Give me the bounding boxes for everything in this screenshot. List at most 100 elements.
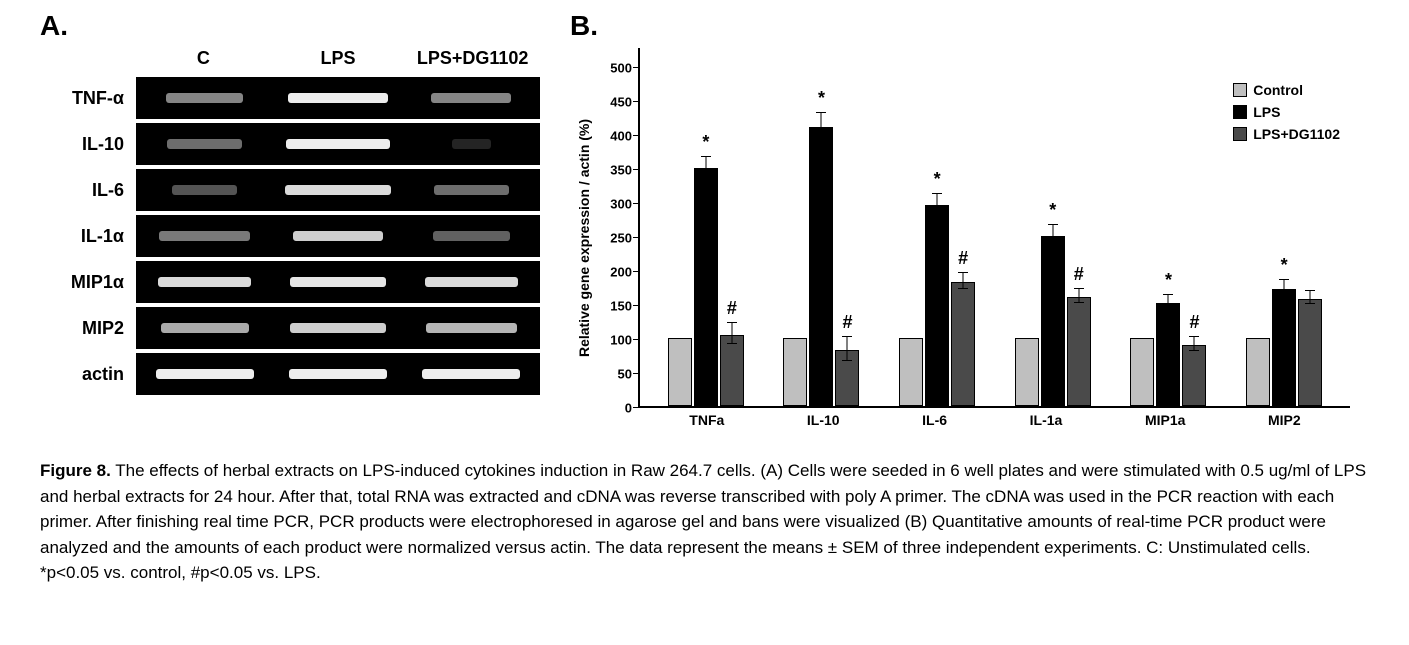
gel-band xyxy=(431,93,511,103)
x-tick-label: MIP1a xyxy=(1145,412,1185,428)
gel-band xyxy=(426,323,517,333)
figure-number: Figure 8. xyxy=(40,461,111,480)
error-bar xyxy=(963,273,964,281)
legend-swatch xyxy=(1233,83,1247,97)
error-cap xyxy=(701,176,711,177)
bar: # xyxy=(835,350,859,406)
gel-band xyxy=(158,277,251,287)
bar: * xyxy=(925,205,949,406)
gel-band xyxy=(293,231,384,241)
panel-b: B. Relative gene expression / actin (%) … xyxy=(570,10,1350,428)
y-tick-label: 200 xyxy=(610,265,632,280)
error-bar xyxy=(821,113,822,127)
bar-group: *# xyxy=(899,205,975,406)
gel-row xyxy=(136,215,540,257)
error-bar xyxy=(821,126,822,140)
gel-row xyxy=(136,77,540,119)
bar: # xyxy=(951,282,975,406)
error-bar xyxy=(1078,289,1079,296)
error-cap xyxy=(1048,244,1058,245)
error-cap xyxy=(701,156,711,157)
bar-group: * xyxy=(1246,289,1322,406)
error-bar xyxy=(705,157,706,167)
gel-band xyxy=(422,369,520,379)
gel-lane xyxy=(273,123,402,165)
gel-band xyxy=(290,277,386,287)
gel-row xyxy=(136,123,540,165)
gel-band xyxy=(156,369,254,379)
gel-row xyxy=(136,353,540,395)
x-tick-label: IL-10 xyxy=(807,412,840,428)
figure-caption: Figure 8. The effects of herbal extracts… xyxy=(40,458,1369,586)
gel-lane xyxy=(407,169,536,211)
gel-row-label: IL-10 xyxy=(40,134,130,155)
bar: * xyxy=(1272,289,1296,406)
gel-row-label: actin xyxy=(40,364,130,385)
legend: Control LPS LPS+DG1102 xyxy=(1233,82,1340,148)
y-axis-label-wrap: Relative gene expression / actin (%) xyxy=(570,48,598,428)
gel-band xyxy=(286,139,389,149)
lane-header: C xyxy=(136,48,271,69)
gel-band xyxy=(433,231,511,241)
bar xyxy=(1015,338,1039,406)
error-bar xyxy=(847,337,848,349)
error-cap xyxy=(1074,288,1084,289)
significance-marker: * xyxy=(702,132,709,153)
gel-lane xyxy=(407,123,536,165)
figure: A. C LPS LPS+DG1102 TNF-αIL-10IL-6IL-1αM… xyxy=(40,10,1369,586)
legend-swatch xyxy=(1233,105,1247,119)
gel-band xyxy=(167,139,242,149)
significance-marker: # xyxy=(1074,264,1084,285)
plot-area: *#*#*#*#*#* TNFaIL-10IL-6IL-1aMIP1aMIP2 … xyxy=(638,48,1350,408)
gel-band xyxy=(161,323,249,333)
legend-row: LPS xyxy=(1233,104,1340,120)
error-cap xyxy=(932,193,942,194)
bar: # xyxy=(1067,297,1091,406)
error-cap xyxy=(1074,302,1084,303)
error-cap xyxy=(1279,295,1289,296)
gel-lane xyxy=(273,215,402,257)
y-ticks: 050100150200250300350400450500 xyxy=(598,48,638,428)
error-bar xyxy=(1194,337,1195,344)
bar xyxy=(668,338,692,406)
gel-grid: C LPS LPS+DG1102 TNF-αIL-10IL-6IL-1αMIP1… xyxy=(40,48,540,395)
legend-label: LPS xyxy=(1253,104,1280,120)
significance-marker: * xyxy=(1165,270,1172,291)
gel-lane xyxy=(407,77,536,119)
gel-lane xyxy=(273,353,402,395)
bar-group: *# xyxy=(668,168,744,406)
error-cap xyxy=(1279,279,1289,280)
panels-row: A. C LPS LPS+DG1102 TNF-αIL-10IL-6IL-1αM… xyxy=(40,10,1369,428)
bar xyxy=(899,338,923,406)
error-cap xyxy=(1189,336,1199,337)
y-tick-label: 500 xyxy=(610,61,632,76)
gel-band xyxy=(289,369,387,379)
gel-row-label: TNF-α xyxy=(40,88,130,109)
lane-header: LPS+DG1102 xyxy=(405,48,540,69)
error-cap xyxy=(1163,294,1173,295)
gel-lane xyxy=(407,215,536,257)
panel-a: A. C LPS LPS+DG1102 TNF-αIL-10IL-6IL-1αM… xyxy=(40,10,540,395)
panel-a-letter: A. xyxy=(40,10,540,42)
legend-label: LPS+DG1102 xyxy=(1253,126,1340,142)
bar: # xyxy=(1182,345,1206,406)
gel-band xyxy=(425,277,518,287)
gel-lane xyxy=(273,307,402,349)
legend-row: Control xyxy=(1233,82,1340,98)
gel-row-label: MIP1α xyxy=(40,272,130,293)
lane-header: LPS xyxy=(271,48,406,69)
error-cap xyxy=(816,112,826,113)
y-tick-label: 50 xyxy=(618,367,632,382)
y-tick-label: 450 xyxy=(610,95,632,110)
gel-lane xyxy=(407,261,536,303)
significance-marker: * xyxy=(1049,200,1056,221)
y-tick-label: 100 xyxy=(610,333,632,348)
error-cap xyxy=(1163,307,1173,308)
bar xyxy=(1130,338,1154,406)
error-bar xyxy=(731,323,732,333)
error-cap xyxy=(842,360,852,361)
gel-row-label: IL-1α xyxy=(40,226,130,247)
bar: * xyxy=(1156,303,1180,406)
y-tick-label: 150 xyxy=(610,299,632,314)
bar: # xyxy=(720,335,744,406)
